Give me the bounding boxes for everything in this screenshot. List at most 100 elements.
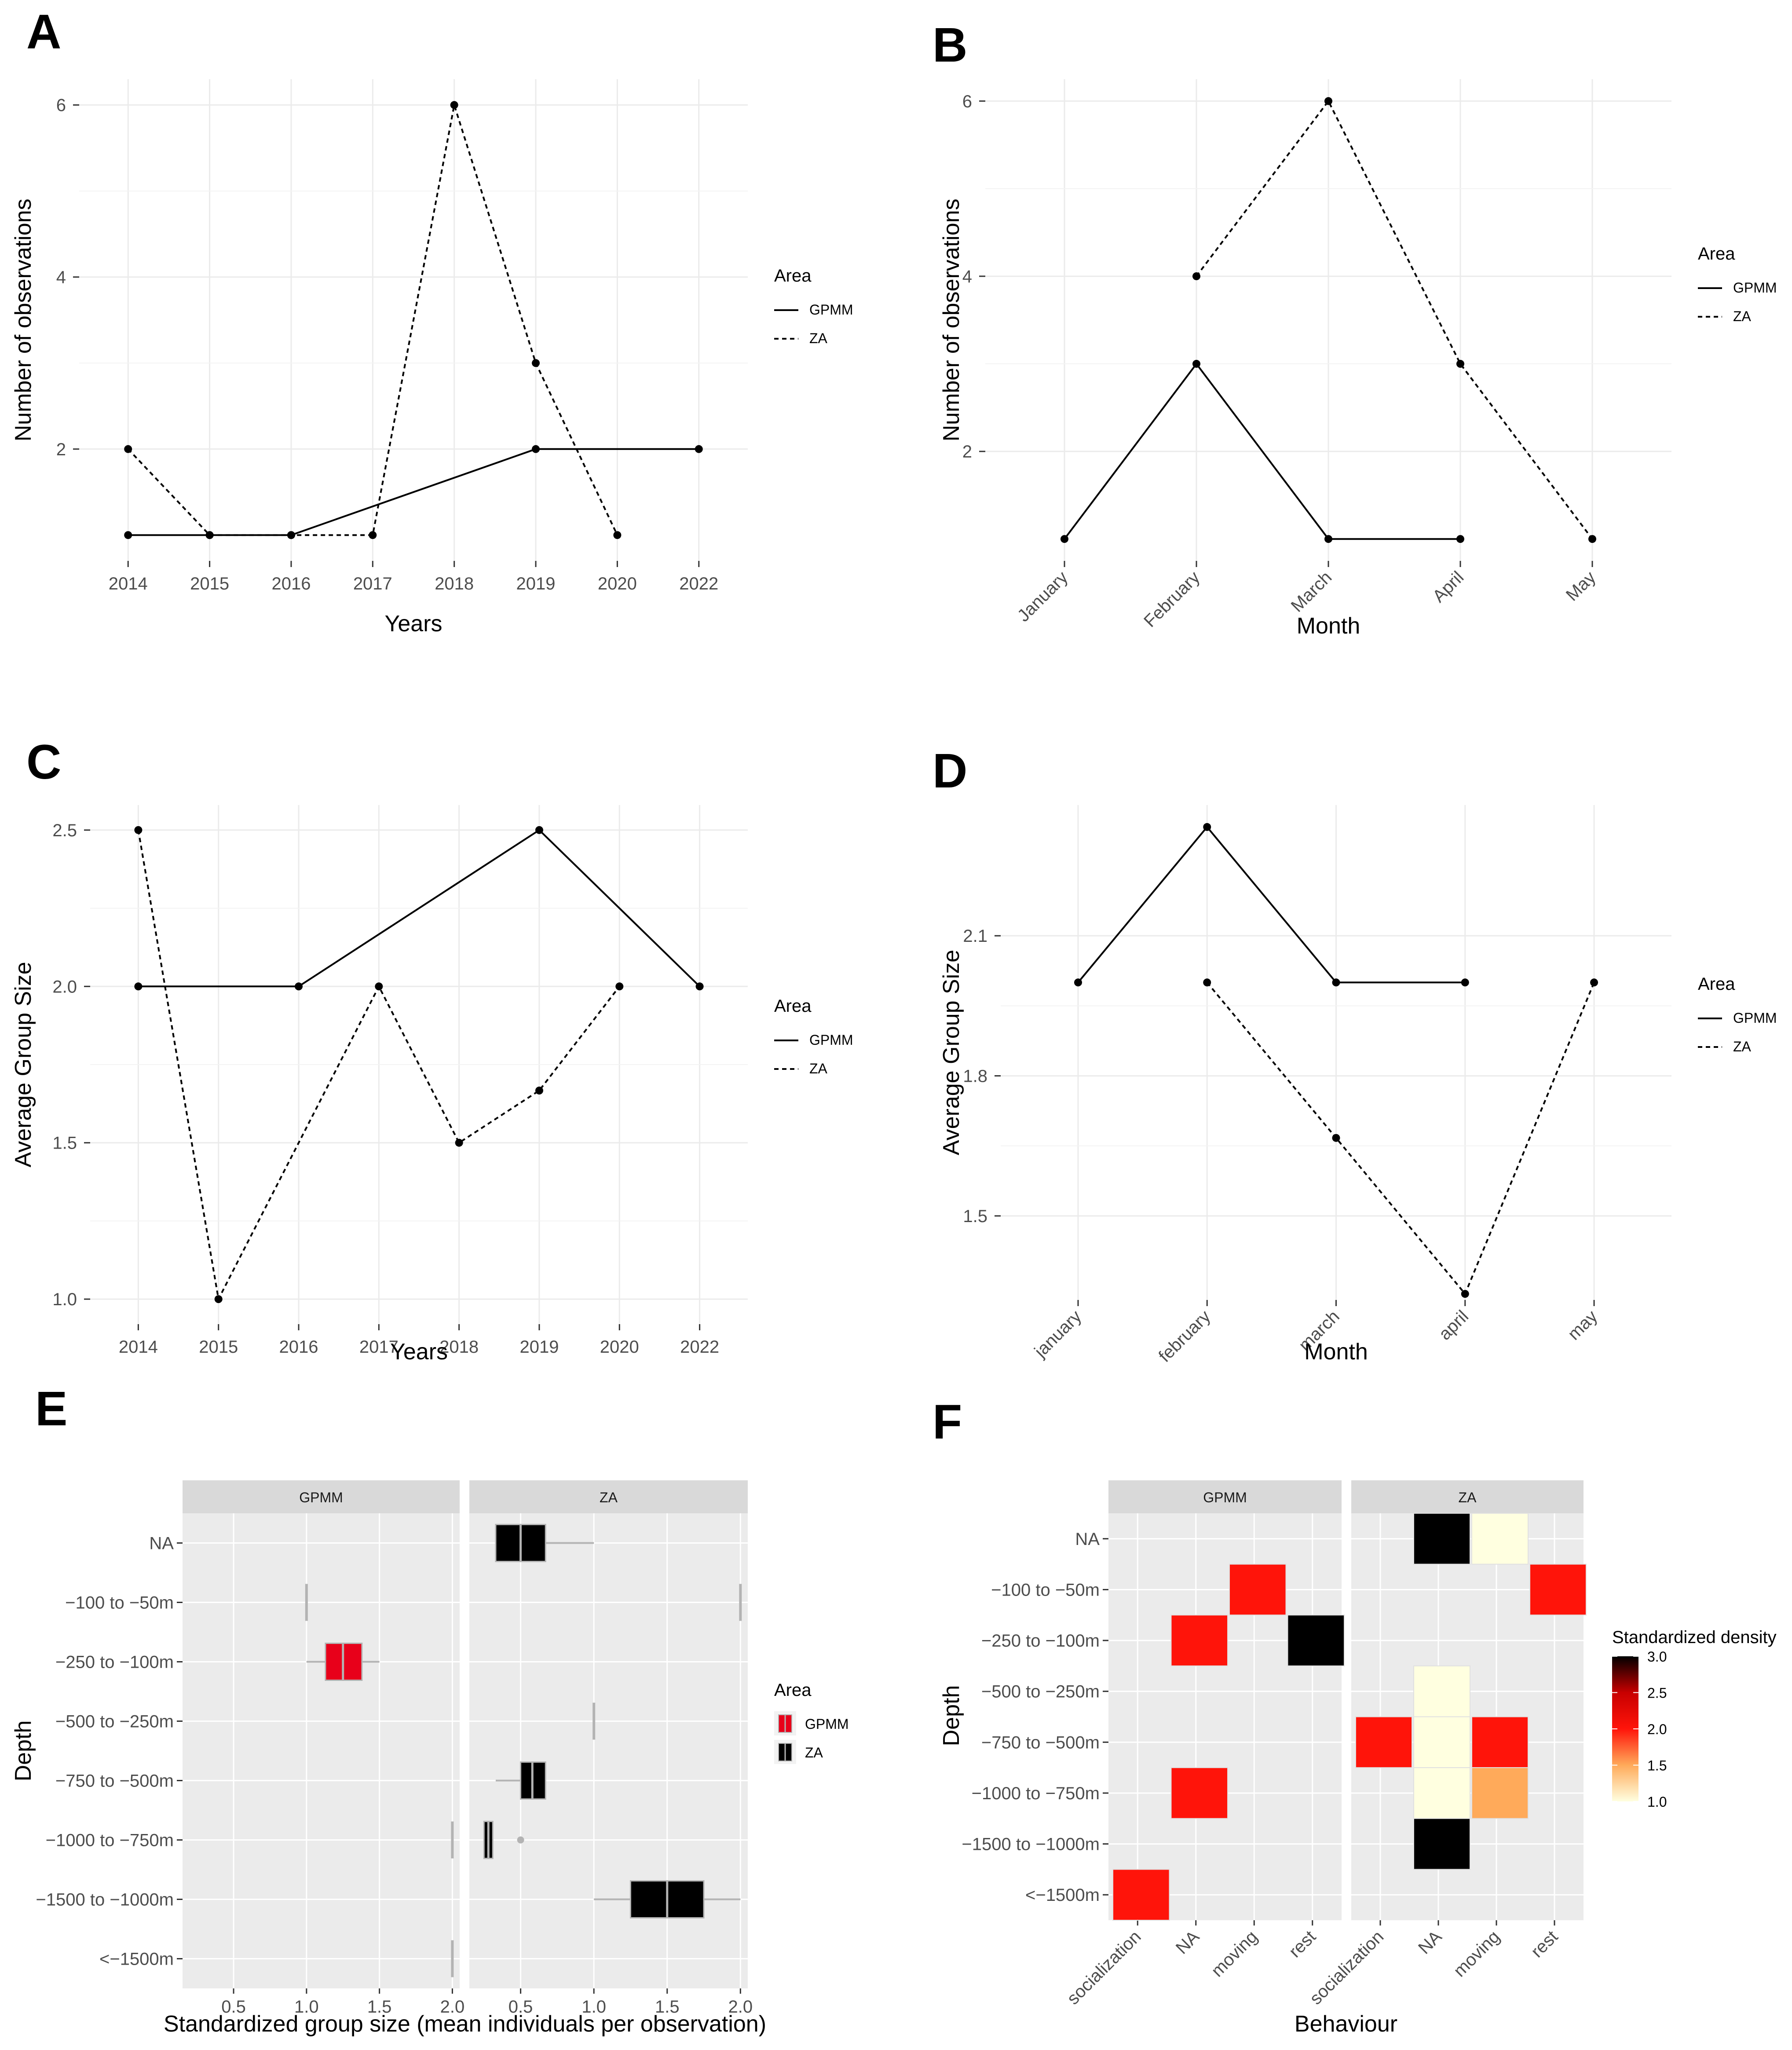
x-tick-label: 2015: [190, 574, 229, 593]
y-tick-label: −750 to −500m: [55, 1772, 174, 1791]
data-point-za: [1461, 1290, 1469, 1298]
heatmap-cell: [1287, 1614, 1345, 1666]
data-point-za: [450, 101, 458, 109]
x-tick-label: may: [1564, 1307, 1602, 1344]
colorbar-tick-label: 3.0: [1647, 1649, 1667, 1665]
x-tick-label: January: [1014, 567, 1072, 626]
data-point-gpmm: [1192, 360, 1200, 368]
panel-e: E GPMM 0.5 1.0 1.5 2.0 ZA 0.5 1.0 1.5 2.0 NA −100 to…: [11, 1382, 849, 2037]
x-axis-title: Standardized group size (mean individual…: [164, 2011, 766, 2037]
x-tick-label: 2019: [519, 1337, 559, 1357]
data-point-za: [375, 982, 383, 991]
data-point-za: [1590, 978, 1598, 987]
y-tick-label: −1500 to −1000m: [36, 1890, 174, 1910]
y-tick-label: 1.0: [52, 1290, 77, 1309]
x-tick-label: 0.5: [508, 1997, 533, 2017]
y-tick-label: −1500 to −1000m: [962, 1835, 1100, 1854]
panel-letter-c: C: [26, 735, 61, 789]
y-tick-label: −750 to −500m: [981, 1733, 1100, 1752]
heatmap-cell: [1413, 1513, 1470, 1565]
heatmap-cell: [1529, 1563, 1587, 1616]
x-tick-label: 2018: [435, 574, 474, 593]
data-point-za: [613, 531, 622, 539]
facet-strip-label: ZA: [1459, 1490, 1477, 1505]
y-tick-label: −100 to −50m: [65, 1593, 174, 1613]
legend-title: Area: [774, 266, 812, 286]
facet-strip: [469, 1480, 748, 1513]
y-axis-title: Number of observations: [11, 198, 36, 441]
x-tick-label: 1.5: [367, 1997, 392, 2017]
legend-label: ZA: [809, 330, 828, 346]
legend-label: ZA: [1733, 308, 1752, 324]
box-outlier: [517, 1836, 524, 1844]
series-line-gpmm: [128, 448, 699, 536]
data-point-za: [134, 826, 143, 834]
x-axis-title: Years: [384, 611, 442, 637]
data-point-za: [287, 531, 295, 539]
x-axis-title: Month: [1297, 613, 1360, 639]
x-tick-label: February: [1140, 567, 1203, 631]
legend-label: ZA: [809, 1061, 828, 1076]
legend-title: Area: [774, 1680, 812, 1700]
data-point-za: [1588, 535, 1596, 543]
x-tick-label: 2020: [600, 1337, 639, 1357]
y-tick-label: −250 to −100m: [55, 1653, 174, 1672]
x-axis-title: Month: [1304, 1339, 1368, 1365]
x-tick-label: 2016: [279, 1337, 318, 1357]
x-tick-label: moving: [1207, 1927, 1261, 1980]
data-point-za: [1192, 272, 1200, 280]
panel-letter-a: A: [26, 5, 61, 59]
y-tick-label: 1.8: [963, 1067, 987, 1086]
series-line-gpmm: [138, 829, 701, 988]
heatmap-cell: [1471, 1513, 1529, 1565]
data-point-gpmm: [1324, 535, 1332, 543]
y-tick-label: −1000 to −750m: [972, 1784, 1100, 1803]
y-tick-label: 2.0: [52, 977, 77, 996]
facet-strip: [183, 1480, 460, 1513]
panel-letter-e: E: [35, 1382, 67, 1436]
y-tick-label: 6: [962, 92, 972, 111]
legend-title: Area: [774, 996, 812, 1016]
y-tick-label: −500 to −250m: [981, 1682, 1100, 1702]
data-point-gpmm: [532, 445, 540, 453]
heatmap-cell: [1471, 1767, 1529, 1819]
y-axis-title: Depth: [939, 1685, 964, 1746]
facet-panel: [1108, 1513, 1342, 1920]
data-point-gpmm: [295, 982, 303, 991]
x-tick-label: 2022: [679, 574, 718, 593]
data-point-gpmm: [1074, 978, 1082, 987]
x-tick-label: NA: [1415, 1927, 1446, 1958]
y-axis-title: Number of observations: [939, 198, 964, 441]
data-point-gpmm: [124, 531, 132, 539]
x-tick-label: 0.5: [221, 1997, 246, 2017]
x-tick-label: 2015: [199, 1337, 238, 1357]
series-line-za: [1196, 99, 1593, 540]
x-tick-label: socialization: [1306, 1927, 1387, 2008]
heatmap-cell: [1355, 1716, 1412, 1768]
y-tick-label: −100 to −50m: [991, 1580, 1100, 1600]
x-tick-label: NA: [1172, 1927, 1203, 1958]
colorbar-tick-label: 2.0: [1647, 1721, 1667, 1737]
x-tick-label: 2014: [109, 574, 148, 593]
x-axis-title: Behaviour: [1295, 2011, 1397, 2037]
x-tick-label: April: [1429, 567, 1468, 606]
data-point-za: [615, 982, 624, 991]
heatmap-cell: [1413, 1716, 1470, 1768]
x-tick-label: 2020: [598, 574, 637, 593]
x-tick-label: March: [1287, 567, 1336, 616]
y-axis-title: Average Group Size: [11, 962, 36, 1167]
x-tick-label: february: [1155, 1307, 1214, 1366]
data-point-za: [455, 1138, 463, 1147]
x-tick-label: 2016: [271, 574, 311, 593]
x-tick-label: 1.0: [581, 1997, 606, 2017]
colorbar-tick-label: 1.5: [1647, 1758, 1667, 1774]
data-point-za: [214, 1295, 223, 1303]
heatmap-cell: [1170, 1767, 1228, 1819]
panel-letter-d: D: [933, 744, 967, 798]
data-point-za: [1203, 978, 1211, 987]
data-point-za: [205, 531, 214, 539]
data-point-za: [535, 1087, 543, 1095]
